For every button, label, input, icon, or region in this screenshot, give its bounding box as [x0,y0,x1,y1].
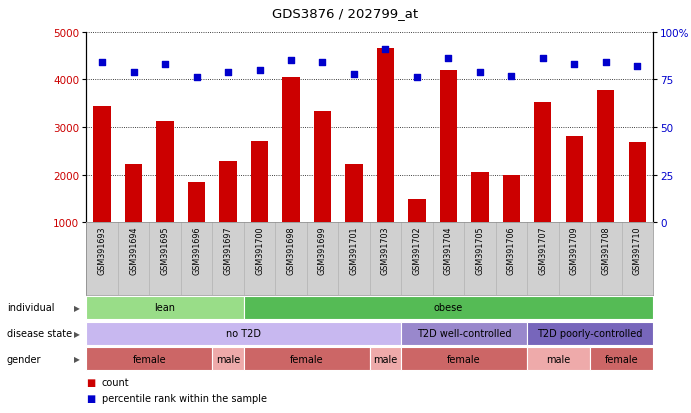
Text: GSM391695: GSM391695 [160,226,169,275]
Bar [401,322,527,345]
Bar [93,107,111,223]
Point [600,60,612,66]
Text: GSM391697: GSM391697 [223,226,233,275]
Bar [471,173,489,223]
Bar [377,49,394,223]
Point [317,60,328,66]
Bar [502,175,520,223]
Text: ■: ■ [86,377,95,387]
Text: GSM391704: GSM391704 [444,226,453,275]
Bar [566,137,583,223]
Text: obese: obese [434,303,463,313]
Bar [86,347,212,370]
Point [506,73,517,80]
Bar [370,347,401,370]
Bar [314,112,331,223]
Text: GSM391710: GSM391710 [633,226,642,275]
Text: no T2D: no T2D [226,328,261,338]
Bar [125,165,142,223]
Bar [86,296,244,319]
Text: GSM391696: GSM391696 [192,226,201,275]
Bar [439,71,457,223]
Bar [408,199,426,223]
Bar [86,322,401,345]
Text: ▶: ▶ [73,303,79,312]
Bar [346,165,363,223]
Text: male: male [547,354,571,364]
Point [128,69,139,76]
Text: female: female [605,354,638,364]
Bar [156,121,173,223]
Text: disease state: disease state [7,328,72,338]
Text: GSM391699: GSM391699 [318,226,327,275]
Point [97,60,108,66]
Text: male: male [216,354,240,364]
Text: count: count [102,377,129,387]
Text: individual: individual [7,303,55,313]
Text: GSM391702: GSM391702 [413,226,422,275]
Point [285,58,296,64]
Point [191,75,202,81]
Text: T2D well-controlled: T2D well-controlled [417,328,511,338]
Bar [629,143,646,223]
Text: percentile rank within the sample: percentile rank within the sample [102,393,267,403]
Text: GSM391693: GSM391693 [97,226,106,275]
Text: GSM391694: GSM391694 [129,226,138,275]
Text: GSM391707: GSM391707 [538,226,547,275]
Point [380,46,391,53]
Point [474,69,485,76]
Point [223,69,234,76]
Text: GSM391700: GSM391700 [255,226,264,275]
Text: GSM391703: GSM391703 [381,226,390,275]
Text: male: male [373,354,397,364]
Bar [597,90,614,223]
Text: GSM391708: GSM391708 [601,226,610,275]
Text: lean: lean [155,303,176,313]
Text: GSM391705: GSM391705 [475,226,484,275]
Text: gender: gender [7,354,41,364]
Point [254,67,265,74]
Bar [534,103,551,223]
Text: ▶: ▶ [73,329,79,338]
Bar [590,347,653,370]
Bar [527,322,653,345]
Text: GSM391709: GSM391709 [570,226,579,275]
Text: ■: ■ [86,393,95,403]
Bar [283,78,300,223]
Point [538,56,549,62]
Bar [212,347,244,370]
Bar [188,183,205,223]
Bar [251,142,268,223]
Text: T2D poorly-controlled: T2D poorly-controlled [538,328,643,338]
Point [348,71,359,78]
Text: GSM391701: GSM391701 [350,226,359,275]
Point [443,56,454,62]
Text: GDS3876 / 202799_at: GDS3876 / 202799_at [272,7,419,20]
Text: female: female [133,354,166,364]
Text: female: female [290,354,323,364]
Bar [244,296,653,319]
Text: GSM391698: GSM391698 [287,226,296,275]
Point [411,75,422,81]
Text: female: female [447,354,481,364]
Bar [527,347,590,370]
Point [160,62,171,68]
Bar [219,162,237,223]
Bar [401,347,527,370]
Text: GSM391706: GSM391706 [507,226,516,275]
Bar [244,347,370,370]
Point [632,64,643,70]
Text: ▶: ▶ [73,354,79,363]
Point [569,62,580,68]
